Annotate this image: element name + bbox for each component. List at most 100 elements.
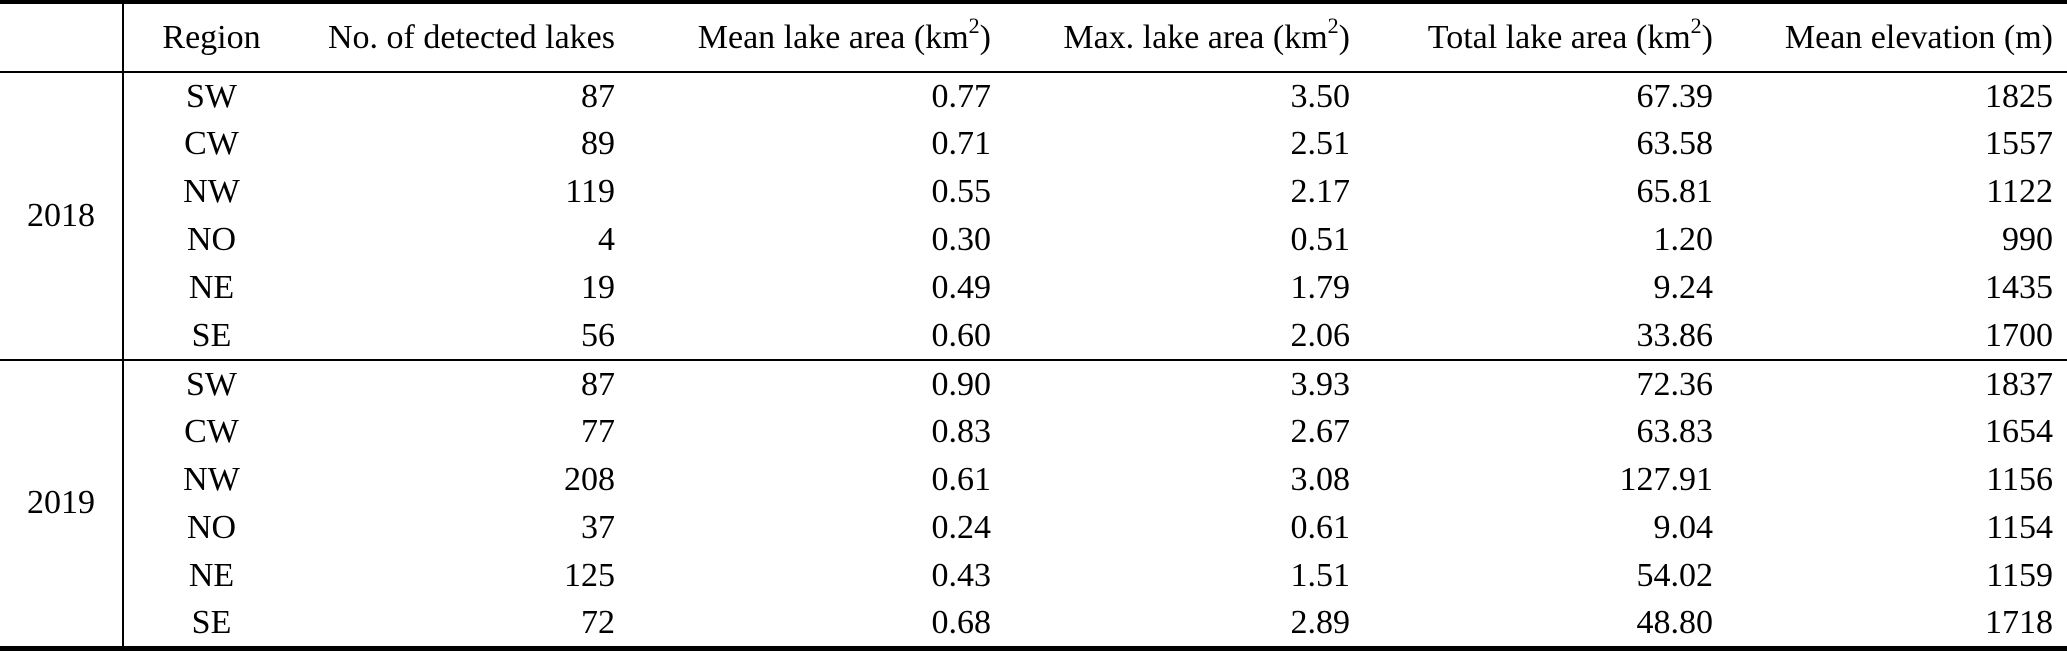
table-row: CW 77 0.83 2.67 63.83 1654 (0, 408, 2067, 456)
value-total-area: 67.39 (1636, 77, 1714, 115)
value-num-lakes: 208 (564, 461, 615, 498)
region-cell: SE (191, 316, 232, 354)
value-num-lakes: 87 (581, 365, 615, 403)
value-mean-elevation: 1159 (1986, 557, 2053, 594)
value-mean-area: 0.83 (931, 413, 992, 450)
value-max-area: 0.61 (1290, 509, 1351, 546)
value-num-lakes: 89 (581, 125, 615, 162)
table-row: NE 125 0.43 1.51 54.02 1159 (0, 552, 2067, 600)
block-2019: 2019 SW 87 0.90 3.93 72.36 1837 CW 77 0.… (0, 360, 2067, 648)
region-cell: CW (184, 125, 239, 162)
header-text: ) (1338, 18, 1350, 56)
header-cell-year-empty (0, 2, 124, 72)
value-mean-elevation: 1837 (1985, 365, 2053, 403)
value-max-area: 3.93 (1290, 365, 1351, 403)
header-row: Region No. of detected lakes Mean lake a… (0, 2, 2067, 72)
table-row: NO 4 0.30 0.51 1.20 990 (0, 216, 2067, 264)
value-mean-area: 0.49 (931, 269, 992, 306)
value-mean-area: 0.77 (931, 77, 992, 115)
header-text: Mean lake area (km (697, 18, 969, 56)
value-num-lakes: 119 (565, 173, 615, 210)
value-num-lakes: 125 (564, 557, 615, 594)
region-cell: SW (186, 365, 237, 403)
value-max-area: 2.89 (1290, 603, 1351, 641)
value-mean-area: 0.43 (931, 557, 992, 594)
value-total-area: 54.02 (1636, 557, 1714, 594)
header-cell-region: Region (162, 18, 261, 56)
value-num-lakes: 72 (581, 603, 615, 641)
value-mean-area: 0.30 (931, 221, 992, 258)
region-cell: SE (191, 603, 232, 641)
table-row: SE 72 0.68 2.89 48.80 1718 (0, 600, 2067, 648)
value-total-area: 63.83 (1636, 413, 1714, 450)
region-cell: SW (186, 77, 237, 115)
value-num-lakes: 56 (581, 316, 615, 354)
value-mean-elevation: 1122 (1986, 173, 2053, 210)
value-max-area: 2.06 (1290, 316, 1351, 354)
value-mean-area: 0.71 (931, 125, 992, 162)
superscript: 2 (1327, 13, 1339, 39)
value-mean-elevation: 1156 (1986, 461, 2053, 498)
value-mean-elevation: 1435 (1985, 269, 2053, 306)
value-num-lakes: 37 (581, 509, 615, 546)
header-text: ) (979, 18, 991, 56)
value-max-area: 2.51 (1290, 125, 1351, 162)
value-total-area: 33.86 (1636, 316, 1714, 354)
table-header: Region No. of detected lakes Mean lake a… (0, 2, 2067, 72)
region-cell: NW (183, 461, 240, 498)
year-label: 2018 (0, 72, 124, 360)
header-cell-mean-area: Mean lake area (km2) (615, 2, 991, 72)
value-mean-area: 0.55 (931, 173, 992, 210)
value-num-lakes: 77 (581, 413, 615, 450)
header-text: ) (1701, 18, 1713, 56)
value-num-lakes: 19 (581, 269, 615, 306)
value-mean-area: 0.61 (931, 461, 992, 498)
value-total-area: 65.81 (1636, 173, 1714, 210)
value-max-area: 2.17 (1290, 173, 1351, 210)
superscript: 2 (968, 13, 980, 39)
value-mean-elevation: 1154 (1986, 509, 2053, 546)
value-max-area: 0.51 (1290, 221, 1351, 258)
year-label: 2019 (0, 360, 124, 648)
value-mean-elevation: 1557 (1985, 125, 2053, 162)
header-text: Total lake area (km (1427, 18, 1691, 56)
value-mean-area: 0.68 (931, 603, 992, 641)
value-mean-elevation: 1718 (1985, 603, 2053, 641)
value-num-lakes: 87 (581, 77, 615, 115)
region-cell: NE (188, 557, 235, 594)
table-row: CW 89 0.71 2.51 63.58 1557 (0, 120, 2067, 168)
value-mean-elevation: 1700 (1985, 316, 2053, 354)
header-text: Max. lake area (km (1063, 18, 1328, 56)
value-max-area: 3.50 (1290, 77, 1351, 115)
region-cell: NO (186, 509, 237, 546)
value-total-area: 9.04 (1653, 509, 1714, 546)
table-row: 2019 SW 87 0.90 3.93 72.36 1837 (0, 360, 2067, 648)
value-mean-area: 0.24 (931, 509, 992, 546)
header-cell-mean-elevation: Mean elevation (m) (1784, 18, 2053, 56)
superscript: 2 (1690, 13, 1702, 39)
value-total-area: 127.91 (1619, 461, 1714, 498)
table-row: NE 19 0.49 1.79 9.24 1435 (0, 264, 2067, 312)
value-mean-elevation: 1654 (1985, 413, 2053, 450)
table-row: NW 119 0.55 2.17 65.81 1122 (0, 168, 2067, 216)
value-max-area: 3.08 (1290, 461, 1351, 498)
block-2018: 2018 SW 87 0.77 3.50 67.39 1825 CW 89 0.… (0, 72, 2067, 360)
header-cell-total-area: Total lake area (km2) (1350, 2, 1713, 72)
region-cell: NW (183, 173, 240, 210)
value-max-area: 1.51 (1290, 557, 1351, 594)
value-mean-elevation: 990 (2002, 221, 2053, 258)
header-cell-max-area: Max. lake area (km2) (991, 2, 1350, 72)
value-max-area: 1.79 (1290, 269, 1351, 306)
value-mean-elevation: 1825 (1985, 77, 2053, 115)
value-total-area: 72.36 (1636, 365, 1714, 403)
table-row: NW 208 0.61 3.08 127.91 1156 (0, 456, 2067, 504)
table-row: 2018 SW 87 0.77 3.50 67.39 1825 (0, 72, 2067, 360)
value-total-area: 1.20 (1653, 221, 1714, 258)
table-row: NO 37 0.24 0.61 9.04 1154 (0, 504, 2067, 552)
value-total-area: 63.58 (1636, 125, 1714, 162)
region-cell: NE (188, 269, 235, 306)
region-cell: NO (186, 221, 237, 258)
value-total-area: 48.80 (1636, 603, 1714, 641)
value-num-lakes: 4 (598, 221, 615, 258)
